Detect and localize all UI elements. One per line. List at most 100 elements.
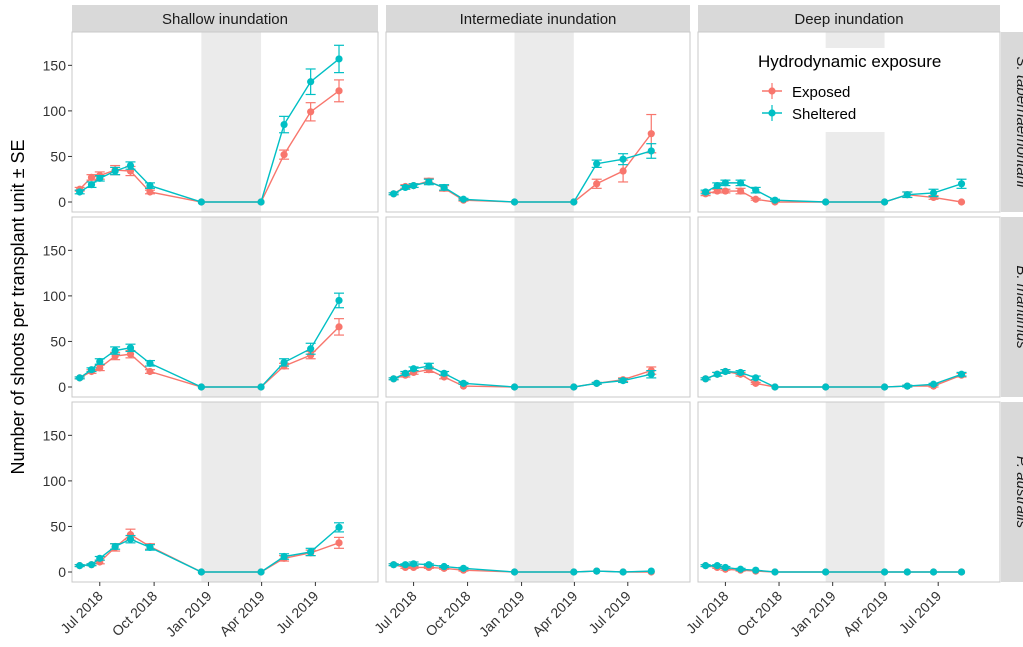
- legend-key-point: [768, 109, 776, 117]
- exposed-point: [721, 187, 730, 195]
- sheltered-point: [736, 179, 745, 187]
- x-tick-label: Jul 2019: [896, 588, 945, 637]
- x-tick-label: Oct 2018: [109, 588, 161, 640]
- sheltered-point: [822, 568, 830, 576]
- sheltered-point: [76, 562, 84, 570]
- x-tick-label: Jan 2019: [476, 588, 528, 640]
- sheltered-point: [880, 568, 889, 576]
- sheltered-point: [903, 382, 911, 390]
- sheltered-point: [929, 189, 938, 197]
- legend-entry-label: Exposed: [792, 84, 850, 101]
- column-strip: [386, 5, 690, 32]
- sheltered-point: [880, 383, 889, 391]
- sheltered-point: [459, 379, 468, 387]
- sheltered-point: [593, 160, 601, 168]
- x-tick-label: Jul 2018: [57, 588, 106, 637]
- sheltered-point: [880, 198, 889, 206]
- shaded-period: [514, 32, 574, 212]
- sheltered-point: [459, 195, 468, 203]
- sheltered-point: [409, 365, 418, 373]
- shaded-period: [201, 217, 262, 397]
- sheltered-point: [822, 383, 830, 391]
- sheltered-point: [752, 374, 760, 382]
- y-tick-label: 150: [43, 57, 67, 73]
- sheltered-point: [87, 366, 96, 374]
- y-tick-label: 100: [43, 103, 67, 119]
- exposed-point: [87, 173, 96, 181]
- sheltered-point: [401, 561, 409, 569]
- sheltered-point: [957, 180, 966, 188]
- column-strip-label: Shallow inundation: [162, 11, 288, 28]
- exposed-point: [335, 539, 343, 547]
- shaded-period: [825, 217, 885, 397]
- panel-border: [71, 401, 379, 583]
- legend-title: Hydrodynamic exposure: [758, 52, 941, 71]
- y-tick-label: 150: [43, 427, 67, 443]
- sheltered-point: [409, 182, 418, 190]
- y-tick-label: 50: [50, 518, 66, 534]
- x-tick-label: Oct 2018: [422, 588, 474, 640]
- y-axis-title: Number of shoots per transplant unit ± S…: [8, 139, 28, 474]
- panel-border: [385, 401, 691, 583]
- exposed-point: [713, 187, 721, 195]
- sheltered-point: [619, 568, 627, 576]
- exposed-point: [307, 108, 315, 116]
- sheltered-point: [957, 568, 966, 576]
- exposed-point: [335, 87, 343, 95]
- sheltered-point: [510, 568, 519, 576]
- y-tick-label: 150: [43, 242, 67, 258]
- sheltered-point: [752, 566, 760, 574]
- row-strip-label: P. australis: [1013, 456, 1023, 529]
- sheltered-point: [721, 367, 730, 376]
- sheltered-point: [146, 359, 154, 367]
- y-tick-label: 0: [58, 194, 66, 210]
- legend-key-point: [768, 87, 776, 95]
- sheltered-point: [76, 374, 84, 382]
- exposed-point: [280, 151, 288, 159]
- sheltered-point: [111, 346, 119, 355]
- sheltered-point: [111, 542, 119, 551]
- shaded-period: [514, 402, 574, 582]
- sheltered-point: [197, 568, 205, 576]
- sheltered-point: [721, 563, 730, 572]
- sheltered-point: [257, 198, 265, 206]
- sheltered-point: [440, 562, 448, 571]
- y-tick-label: 0: [58, 379, 66, 395]
- sheltered-point: [307, 78, 315, 86]
- y-tick-label: 50: [50, 333, 66, 349]
- sheltered-point: [96, 554, 104, 562]
- exposed-point: [593, 180, 601, 188]
- exposed-point: [957, 198, 966, 206]
- sheltered-point: [647, 567, 655, 575]
- sheltered-point: [771, 568, 779, 576]
- exposed-point: [619, 167, 627, 175]
- sheltered-point: [96, 174, 104, 182]
- sheltered-point: [903, 568, 911, 576]
- shaded-period: [825, 402, 885, 582]
- panel-border: [71, 216, 379, 398]
- exposed-point: [126, 350, 135, 358]
- sheltered-point: [957, 370, 966, 378]
- sheltered-point: [570, 198, 578, 206]
- shaded-period: [514, 217, 574, 397]
- sheltered-point: [280, 120, 288, 129]
- sheltered-point: [510, 383, 519, 391]
- y-tick-label: 50: [50, 148, 66, 164]
- y-tick-label: 0: [58, 564, 66, 580]
- exposed-point: [335, 323, 343, 331]
- sheltered-point: [713, 370, 721, 378]
- sheltered-point: [390, 190, 398, 198]
- sheltered-point: [76, 188, 84, 196]
- sheltered-point: [280, 358, 288, 366]
- x-tick-label: Apr 2019: [216, 588, 268, 640]
- sheltered-point: [771, 196, 779, 204]
- sheltered-point: [425, 178, 433, 186]
- sheltered-point: [593, 379, 601, 387]
- x-tick-label: Apr 2019: [840, 588, 892, 640]
- exposed-point: [752, 379, 760, 387]
- sheltered-point: [96, 357, 104, 366]
- x-tick-label: Jan 2019: [787, 588, 839, 640]
- exposed-point: [146, 367, 154, 376]
- column-strip: [698, 5, 1000, 32]
